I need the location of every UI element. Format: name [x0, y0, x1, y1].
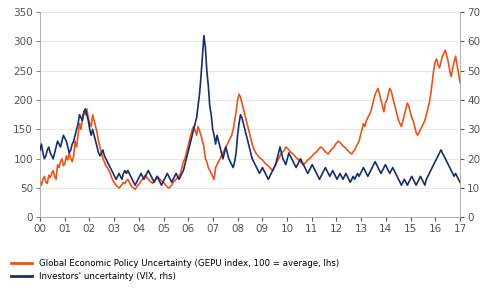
Legend: Global Economic Policy Uncertainty (GEPU index, 100 = average, lhs), Investors' : Global Economic Policy Uncertainty (GEPU…: [10, 259, 339, 281]
